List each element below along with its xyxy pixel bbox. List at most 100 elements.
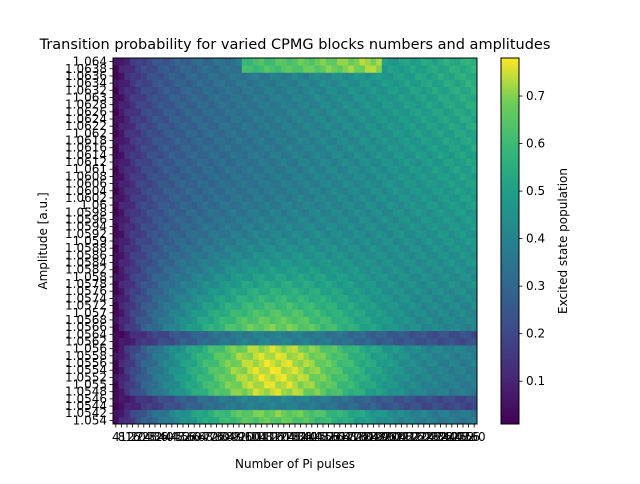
heatmap-cell [359,323,366,332]
heatmap-cell [309,359,315,367]
heatmap-cell [426,208,433,217]
heatmap-cell [393,201,399,210]
heatmap-cell [443,345,450,353]
heatmap-cell [443,287,450,296]
heatmap-cell [157,416,164,425]
heatmap-cell [454,266,461,274]
heatmap-cell [348,208,355,217]
heatmap-cell [359,294,366,303]
heatmap-cell [415,302,422,310]
heatmap-cell [353,251,360,260]
heatmap-cell [376,402,383,411]
heatmap-cell [437,165,444,174]
heatmap-cell [135,108,142,116]
heatmap-cell [253,345,259,353]
heatmap-cell [393,409,399,418]
heatmap-cell [225,129,231,138]
heatmap-cell [225,86,231,95]
heatmap-cell [146,129,153,138]
heatmap-cell [146,302,153,310]
heatmap-cell [129,280,136,289]
heatmap-cell [135,409,142,418]
heatmap-cell [325,187,332,195]
heatmap-cell [421,266,427,274]
heatmap-cell [236,366,243,375]
heatmap-cell [454,388,461,396]
heatmap-cell [236,165,243,174]
heatmap-cell [258,373,265,382]
heatmap-cell [253,294,259,303]
heatmap-cell [320,366,327,375]
heatmap-cell [236,223,243,231]
heatmap-cell [421,208,427,217]
heatmap-cell [398,273,405,281]
heatmap-cell [437,366,444,375]
heatmap-cell [449,416,455,425]
heatmap-cell [253,165,259,174]
heatmap-cell [404,273,411,281]
heatmap-cell [415,201,422,210]
heatmap-cell [325,373,332,382]
heatmap-cell [253,402,259,411]
heatmap-cell [325,330,332,339]
heatmap-cell [113,129,119,138]
heatmap-cell [157,208,164,217]
heatmap-cell [146,230,153,238]
heatmap-cell [258,237,265,245]
heatmap-cell [342,79,349,88]
heatmap-cell [437,158,444,167]
heatmap-cell [342,330,349,339]
heatmap-cell [432,58,439,66]
heatmap-cell [471,330,478,339]
heatmap-cell [365,273,371,281]
heatmap-cell [152,280,159,289]
heatmap-cell [185,165,192,174]
heatmap-cell [129,122,136,131]
heatmap-cell [135,323,142,332]
heatmap-cell [292,93,299,102]
heatmap-cell [124,316,131,324]
heatmap-cell [353,180,360,188]
heatmap-cell [426,122,433,131]
heatmap-cell [135,244,142,253]
heatmap-cell [387,251,394,260]
heatmap-cell [309,230,315,238]
heatmap-cell [141,244,147,253]
heatmap-cell [337,158,343,167]
heatmap-cell [387,309,394,317]
heatmap-cell [342,65,349,73]
heatmap-cell [415,409,422,418]
heatmap-cell [337,72,343,80]
heatmap-cell [286,352,293,360]
heatmap-cell [432,402,439,411]
heatmap-cell [404,323,411,332]
heatmap-cell [124,194,131,202]
heatmap-cell [169,72,175,80]
heatmap-cell [275,58,282,66]
heatmap-cell [281,115,287,123]
heatmap-cell [331,395,338,403]
heatmap-cell [197,79,203,88]
heatmap-cell [381,172,388,181]
heatmap-cell [129,287,136,296]
heatmap-cell [297,373,304,382]
heatmap-cell [124,79,131,88]
heatmap-cell [185,136,192,145]
heatmap-cell [197,302,203,310]
heatmap-cell [124,86,131,95]
heatmap-cell [253,366,259,375]
heatmap-cell [292,65,299,73]
heatmap-cell [152,230,159,238]
heatmap-cell [370,187,377,195]
heatmap-cell [174,409,181,418]
heatmap-cell [157,86,164,95]
heatmap-cell [359,273,366,281]
heatmap-cell [359,280,366,289]
heatmap-cell [376,172,383,181]
heatmap-cell [219,180,226,188]
heatmap-cell [269,416,276,425]
heatmap-cell [415,65,422,73]
heatmap-cell [337,86,343,95]
heatmap-cell [230,330,237,339]
heatmap-cell [219,251,226,260]
